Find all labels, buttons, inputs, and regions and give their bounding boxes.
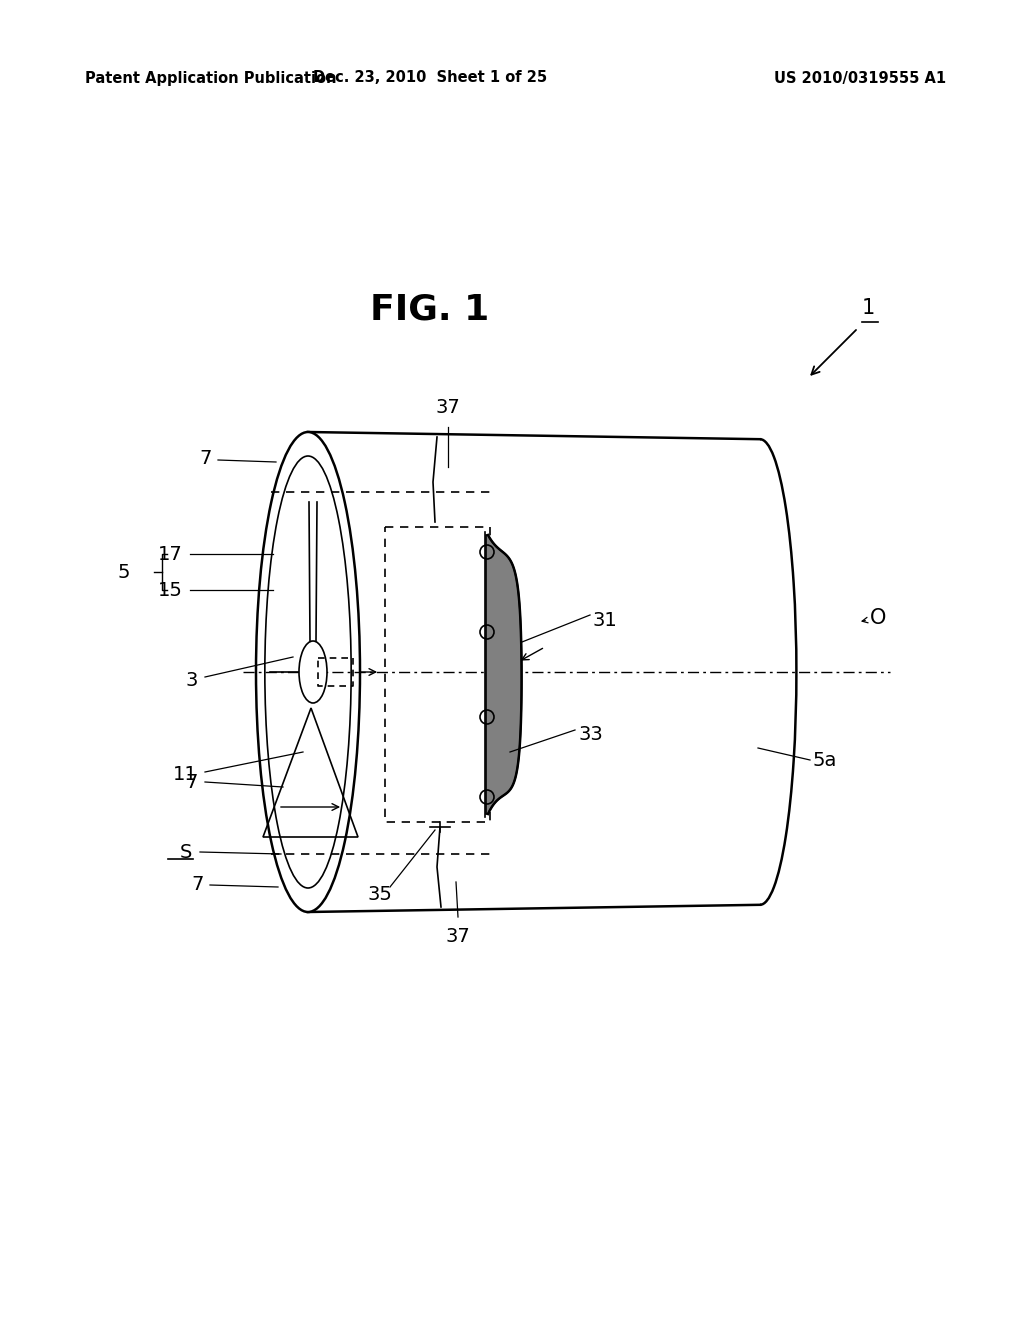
Ellipse shape [299,642,327,704]
Text: 33: 33 [578,726,603,744]
Text: 1: 1 [862,298,876,318]
Text: O: O [870,609,887,628]
Text: 7: 7 [200,449,212,467]
Polygon shape [486,535,521,814]
Text: 7: 7 [191,875,204,895]
Polygon shape [308,432,760,912]
Ellipse shape [256,432,360,912]
Text: FIG. 1: FIG. 1 [371,293,489,327]
Text: Dec. 23, 2010  Sheet 1 of 25: Dec. 23, 2010 Sheet 1 of 25 [313,70,547,86]
Text: 17: 17 [159,544,183,564]
Text: 5a: 5a [813,751,838,770]
Text: 37: 37 [445,927,470,946]
Text: 11: 11 [173,766,198,784]
Text: 31: 31 [593,610,617,630]
Text: 5: 5 [118,562,130,582]
Text: 37: 37 [435,399,461,417]
Text: 7: 7 [185,772,198,792]
Text: 3: 3 [185,671,198,689]
Text: Patent Application Publication: Patent Application Publication [85,70,337,86]
Text: 15: 15 [158,581,183,599]
Text: S: S [179,842,193,862]
Text: US 2010/0319555 A1: US 2010/0319555 A1 [774,70,946,86]
Text: 35: 35 [368,884,392,903]
